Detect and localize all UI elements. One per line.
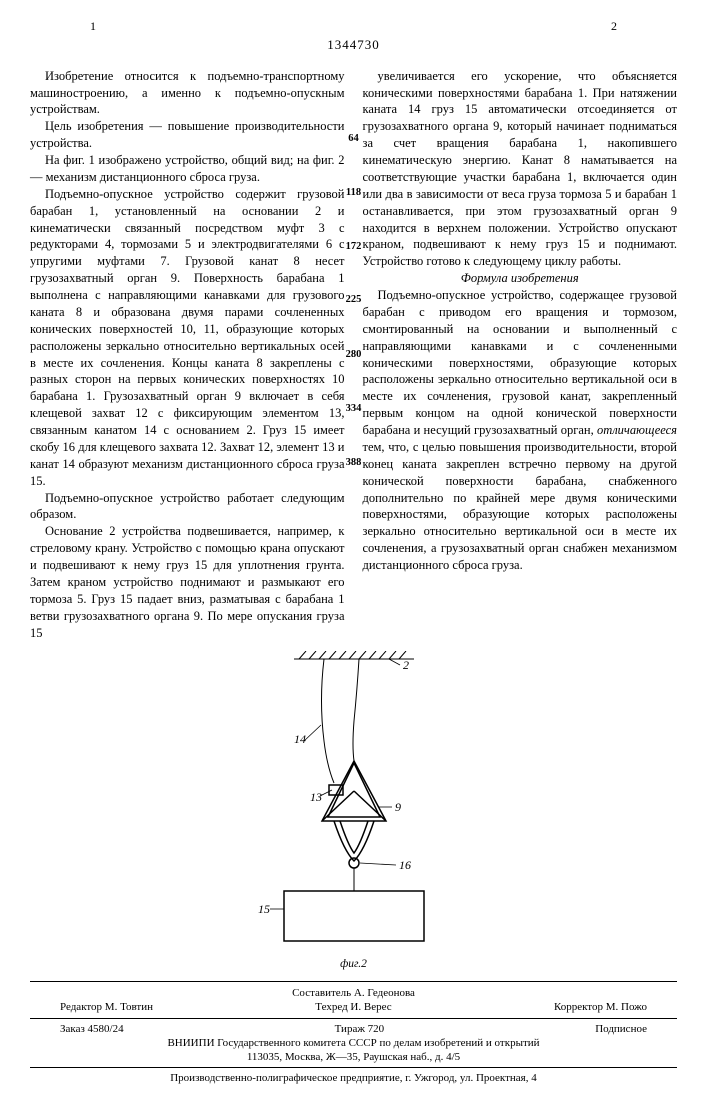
claims-body: Подъемно-опускное устройство, содержащее… bbox=[363, 287, 678, 574]
paragraph: Основание 2 устройства подвешивается, на… bbox=[30, 523, 345, 641]
callout-16: 16 bbox=[399, 858, 411, 872]
callout-2: 2 bbox=[403, 658, 409, 672]
paragraph: На фиг. 1 изображено устройство, общий в… bbox=[30, 152, 345, 186]
callout-9: 9 bbox=[395, 800, 401, 814]
line-num: 280 bbox=[346, 348, 362, 362]
patent-page: 1 2 1344730 64 118 172 225 280 334 388 И… bbox=[0, 0, 707, 1096]
printer: Производственно-полиграфическое предприя… bbox=[30, 1071, 677, 1085]
page-number-right: 2 bbox=[611, 18, 617, 34]
editor: Редактор М. Товтин bbox=[60, 1000, 153, 1014]
line-num: 118 bbox=[346, 186, 362, 200]
page-number-left: 1 bbox=[90, 18, 96, 34]
line-num: 172 bbox=[346, 240, 362, 254]
organization: ВНИИПИ Государственного комитета СССР по… bbox=[30, 1036, 677, 1050]
column-left: Изобретение относится к подъемно-транспо… bbox=[30, 68, 345, 642]
callout-15: 15 bbox=[258, 902, 270, 916]
figure-label: фиг.2 bbox=[30, 957, 677, 973]
claims-heading: Формула изобретения bbox=[363, 270, 678, 287]
line-num: 64 bbox=[346, 132, 362, 146]
paragraph: увеличивается его ускорение, что объясня… bbox=[363, 68, 678, 271]
line-number-gutter: 64 118 172 225 280 334 388 bbox=[346, 68, 362, 642]
document-number: 1344730 bbox=[30, 36, 677, 54]
address: 113035, Москва, Ж—35, Раушская наб., д. … bbox=[30, 1050, 677, 1064]
paragraph: Подъемно-опускное устройство содержит гр… bbox=[30, 186, 345, 490]
paragraph: Изобретение относится к подъемно-транспо… bbox=[30, 68, 345, 119]
techred: Техред И. Верес bbox=[315, 1000, 391, 1014]
page-number-row: 1 2 bbox=[90, 18, 617, 34]
imprint-footer: Составитель А. Гедеонова Редактор М. Тов… bbox=[30, 981, 677, 1086]
order: Заказ 4580/24 bbox=[60, 1022, 124, 1036]
tirazh: Тираж 720 bbox=[335, 1022, 385, 1036]
callout-14: 14 bbox=[294, 732, 306, 746]
line-num: 225 bbox=[346, 293, 362, 307]
figure-2: 2 14 13 9 16 15 bbox=[224, 651, 484, 951]
paragraph: Подъемно-опускное устройство работает сл… bbox=[30, 490, 345, 524]
corrector: Корректор М. Пожо bbox=[554, 1000, 647, 1014]
line-num: 388 bbox=[346, 456, 362, 470]
text-columns: 64 118 172 225 280 334 388 Изобретение о… bbox=[30, 68, 677, 642]
line-num: 334 bbox=[346, 402, 362, 416]
column-right: увеличивается его ускорение, что объясня… bbox=[363, 68, 678, 642]
signed: Подписное bbox=[595, 1022, 647, 1036]
paragraph: Цель изобретения — повышение производите… bbox=[30, 118, 345, 152]
compiler: Составитель А. Гедеонова bbox=[30, 986, 677, 1000]
callout-13: 13 bbox=[310, 790, 322, 804]
